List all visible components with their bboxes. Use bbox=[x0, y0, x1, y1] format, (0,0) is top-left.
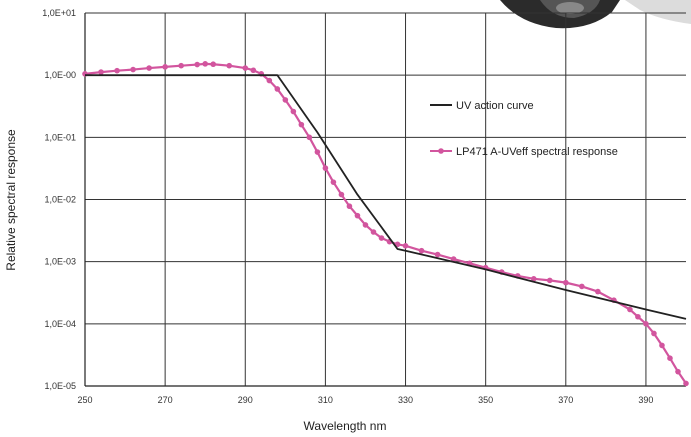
data-point-lp471-response bbox=[162, 64, 168, 70]
data-point-lp471-response bbox=[114, 67, 120, 74]
y-axis-title: Relative spectral response bbox=[4, 129, 18, 271]
data-point-lp471-response bbox=[322, 165, 329, 171]
series-line-lp471-response bbox=[84, 62, 687, 385]
data-point-lp471-response bbox=[250, 67, 257, 74]
x-tick-label: 250 bbox=[77, 395, 92, 405]
data-point-lp471-response bbox=[362, 222, 369, 228]
data-point-lp471-response bbox=[306, 134, 313, 141]
data-point-lp471-response bbox=[402, 243, 409, 249]
data-point-lp471-response bbox=[579, 283, 585, 290]
x-tick-label: 390 bbox=[638, 395, 653, 405]
data-point-lp471-response bbox=[266, 77, 273, 84]
sensor-probe-photo bbox=[500, 0, 691, 29]
x-tick-label: 310 bbox=[318, 395, 333, 405]
data-point-lp471-response bbox=[242, 65, 249, 71]
data-point-lp471-response bbox=[627, 306, 633, 313]
data-point-lp471-response bbox=[667, 355, 673, 362]
data-point-lp471-response bbox=[330, 179, 337, 185]
data-point-lp471-response bbox=[530, 276, 537, 282]
data-point-lp471-response bbox=[595, 288, 601, 295]
data-point-lp471-response bbox=[202, 61, 208, 67]
x-tick-label: 350 bbox=[478, 395, 493, 405]
data-point-lp471-response bbox=[290, 108, 297, 115]
data-point-lp471-response bbox=[659, 342, 665, 349]
data-point-lp471-response bbox=[675, 368, 681, 375]
y-tick-label: 1,0E-00 bbox=[44, 70, 76, 80]
axes: 1,0E+01 1,0E-00 1,0E-01 1,0E-02 1,0E-03 1,0E-… bbox=[42, 8, 686, 405]
data-point-lp471-response bbox=[635, 313, 641, 320]
data-point-lp471-response bbox=[146, 65, 152, 71]
data-point-lp471-response bbox=[378, 235, 385, 241]
data-point-lp471-response bbox=[370, 229, 377, 235]
data-point-lp471-response bbox=[651, 330, 657, 337]
legend-label-uv-action-curve: UV action curve bbox=[456, 100, 534, 112]
data-point-lp471-response bbox=[434, 251, 441, 258]
data-point-lp471-response bbox=[354, 212, 361, 219]
data-point-lp471-response bbox=[226, 62, 233, 69]
data-point-lp471-response bbox=[282, 97, 289, 103]
x-tick-label: 370 bbox=[558, 395, 573, 405]
data-point-lp471-response bbox=[194, 61, 200, 68]
data-point-lp471-response bbox=[683, 380, 689, 387]
data-point-lp471-response bbox=[643, 321, 649, 327]
data-point-lp471-response bbox=[314, 149, 321, 155]
y-tick-label: 1,0E-05 bbox=[44, 381, 76, 391]
series-layer bbox=[82, 61, 689, 387]
legend-label-lp471-response: LP471 A-UVeff spectral response bbox=[456, 146, 618, 158]
data-point-lp471-response bbox=[563, 279, 569, 286]
data-point-lp471-response bbox=[178, 62, 184, 69]
y-tick-label: 1,0E+01 bbox=[42, 8, 76, 18]
data-point-lp471-response bbox=[130, 66, 136, 73]
data-point-lp471-response bbox=[346, 203, 353, 210]
legend: UV action curve LP471 A-UVeff spectral re… bbox=[430, 100, 618, 158]
data-point-lp471-response bbox=[298, 121, 305, 128]
x-tick-label: 270 bbox=[158, 395, 173, 405]
y-tick-label: 1,0E-01 bbox=[44, 132, 76, 142]
grid bbox=[84, 12, 686, 387]
data-point-lp471-response bbox=[418, 247, 425, 254]
legend-marker-lp471-response bbox=[438, 148, 444, 154]
data-point-lp471-response bbox=[274, 86, 281, 92]
x-tick-label: 330 bbox=[398, 395, 413, 405]
data-point-lp471-response bbox=[210, 61, 217, 68]
series-line-uv-action-curve bbox=[85, 74, 687, 320]
data-point-lp471-response bbox=[450, 256, 457, 262]
data-point-lp471-response bbox=[338, 191, 345, 198]
x-axis-title: Wavelength nm bbox=[304, 419, 387, 433]
y-tick-label: 1,0E-03 bbox=[44, 257, 76, 267]
y-tick-label: 1,0E-02 bbox=[44, 195, 76, 205]
data-point-lp471-response bbox=[98, 69, 104, 75]
y-tick-label: 1,0E-04 bbox=[44, 319, 76, 329]
data-point-lp471-response bbox=[546, 277, 553, 284]
x-tick-label: 290 bbox=[238, 395, 253, 405]
